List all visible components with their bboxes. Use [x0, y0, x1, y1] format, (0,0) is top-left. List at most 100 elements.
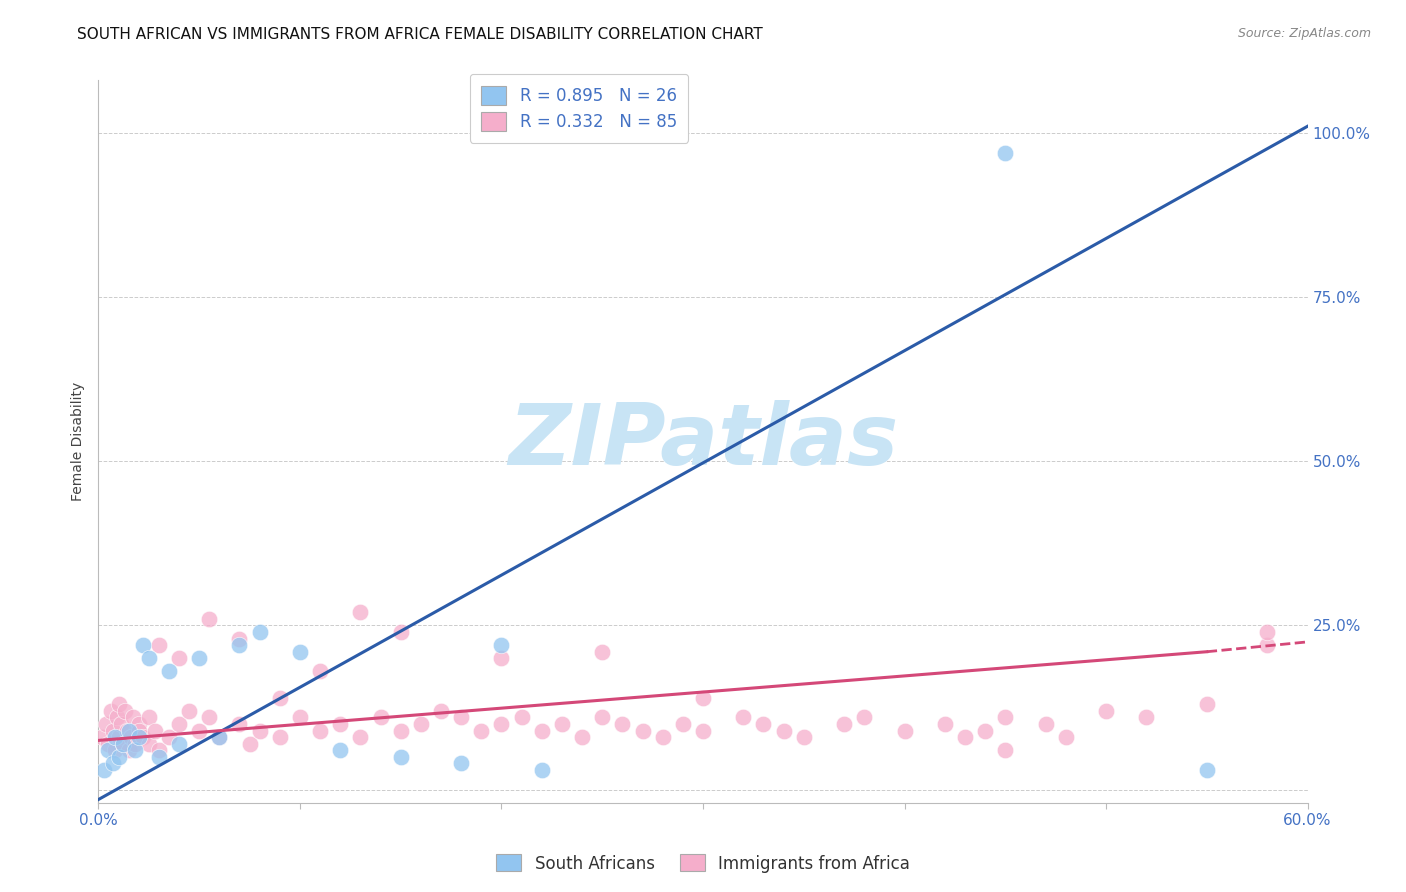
Point: [491, 717, 513, 731]
Point: [491, 651, 513, 665]
Point: [167, 717, 190, 731]
Point: [128, 717, 150, 731]
Point: [114, 704, 136, 718]
Point: [1035, 717, 1057, 731]
Point: [450, 756, 472, 771]
Point: [853, 710, 876, 724]
Point: [101, 756, 124, 771]
Point: [128, 723, 150, 738]
Point: [288, 645, 311, 659]
Point: [591, 645, 613, 659]
Point: [349, 605, 371, 619]
Point: [132, 638, 155, 652]
Point: [128, 730, 150, 744]
Point: [115, 723, 138, 738]
Point: [101, 723, 124, 738]
Point: [329, 717, 352, 731]
Point: [510, 710, 533, 724]
Point: [672, 717, 695, 731]
Point: [148, 743, 170, 757]
Point: [157, 730, 180, 744]
Point: [1054, 730, 1077, 744]
Point: [111, 737, 134, 751]
Point: [143, 723, 166, 738]
Point: [651, 730, 673, 744]
Point: [157, 665, 180, 679]
Point: [124, 737, 146, 751]
Point: [107, 698, 129, 712]
Point: [832, 717, 855, 731]
Point: [228, 632, 250, 646]
Point: [793, 730, 815, 744]
Point: [96, 717, 118, 731]
Point: [1256, 625, 1278, 640]
Point: [124, 743, 146, 757]
Point: [349, 730, 371, 744]
Point: [752, 717, 775, 731]
Point: [309, 665, 332, 679]
Point: [208, 730, 231, 744]
Point: [329, 743, 352, 757]
Point: [167, 651, 190, 665]
Point: [530, 763, 553, 777]
Point: [179, 704, 201, 718]
Text: SOUTH AFRICAN VS IMMIGRANTS FROM AFRICA FEMALE DISABILITY CORRELATION CHART: SOUTH AFRICAN VS IMMIGRANTS FROM AFRICA …: [77, 27, 763, 42]
Y-axis label: Female Disability: Female Disability: [72, 382, 86, 501]
Point: [994, 710, 1017, 724]
Point: [1256, 638, 1278, 652]
Point: [974, 723, 997, 738]
Text: Source: ZipAtlas.com: Source: ZipAtlas.com: [1237, 27, 1371, 40]
Point: [97, 737, 120, 751]
Point: [591, 710, 613, 724]
Point: [249, 723, 271, 738]
Point: [269, 730, 291, 744]
Point: [370, 710, 392, 724]
Point: [389, 723, 412, 738]
Point: [107, 730, 129, 744]
Point: [103, 743, 125, 757]
Point: [148, 749, 170, 764]
Point: [551, 717, 574, 731]
Point: [167, 737, 190, 751]
Point: [733, 710, 755, 724]
Point: [389, 749, 412, 764]
Point: [120, 730, 142, 744]
Point: [409, 717, 432, 731]
Point: [111, 737, 134, 751]
Point: [188, 723, 211, 738]
Point: [188, 651, 211, 665]
Point: [893, 723, 915, 738]
Point: [269, 690, 291, 705]
Point: [121, 710, 143, 724]
Point: [1135, 710, 1157, 724]
Point: [994, 145, 1017, 160]
Point: [105, 710, 128, 724]
Point: [138, 737, 160, 751]
Point: [953, 730, 976, 744]
Point: [631, 723, 654, 738]
Point: [389, 625, 412, 640]
Point: [107, 749, 129, 764]
Point: [97, 743, 120, 757]
Point: [138, 651, 160, 665]
Point: [491, 638, 513, 652]
Point: [772, 723, 794, 738]
Point: [228, 638, 250, 652]
Point: [994, 743, 1017, 757]
Point: [93, 763, 115, 777]
Point: [138, 710, 160, 724]
Point: [198, 612, 221, 626]
Legend: R = 0.895   N = 26, R = 0.332   N = 85: R = 0.895 N = 26, R = 0.332 N = 85: [470, 74, 689, 143]
Legend: South Africans, Immigrants from Africa: South Africans, Immigrants from Africa: [489, 847, 917, 880]
Point: [110, 717, 132, 731]
Point: [228, 717, 250, 731]
Point: [692, 690, 714, 705]
Point: [430, 704, 453, 718]
Point: [118, 723, 141, 738]
Point: [450, 710, 472, 724]
Point: [239, 737, 262, 751]
Point: [103, 730, 125, 744]
Point: [148, 638, 170, 652]
Point: [571, 730, 593, 744]
Point: [91, 730, 114, 744]
